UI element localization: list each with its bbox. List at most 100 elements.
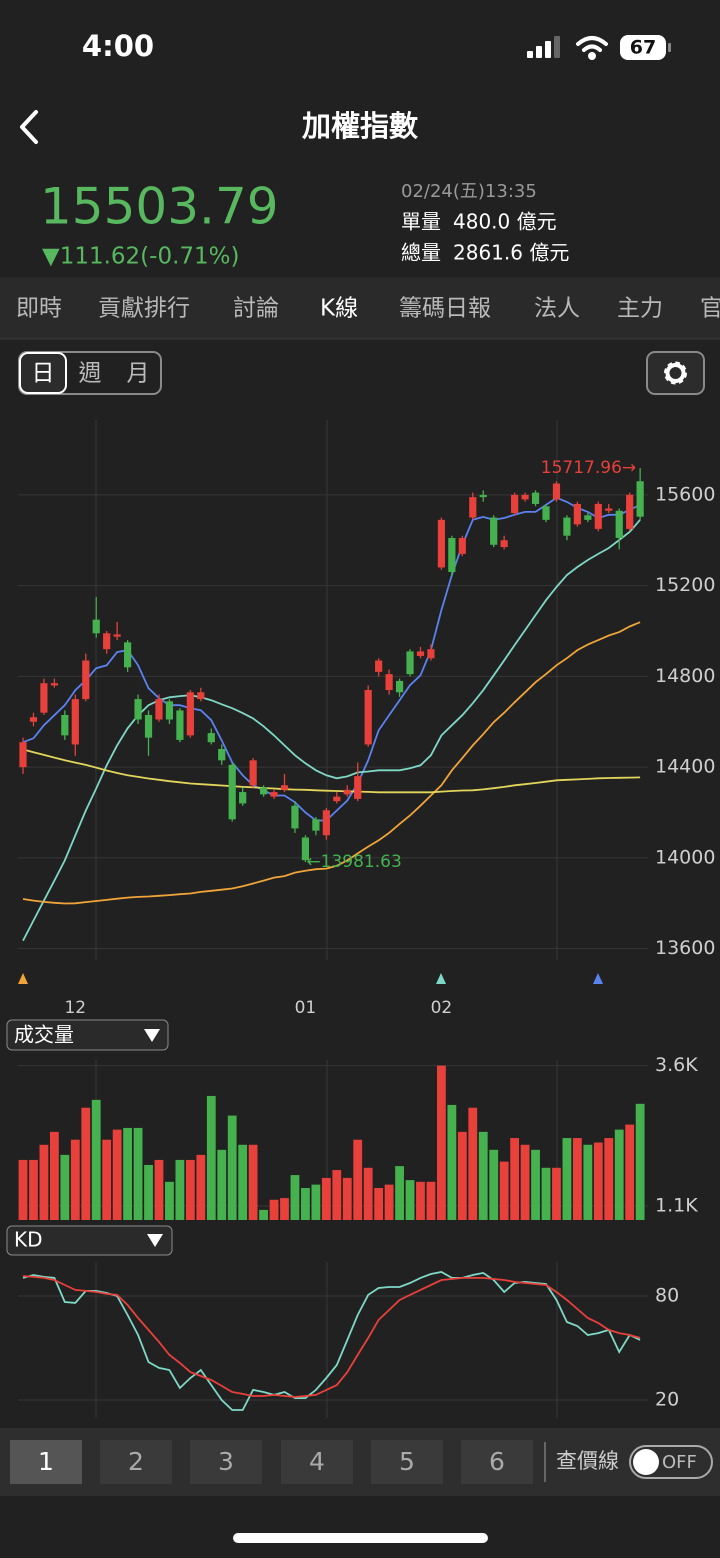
volume-bar [238,1144,248,1220]
y-tick-label: 1.1K [655,1194,698,1216]
volume-bar [478,1131,488,1220]
candle-body [458,537,466,554]
volume-bar [374,1188,384,1220]
volume-bar [405,1180,415,1220]
quote-datetime: 02/24(五)13:35 [401,181,537,202]
candle-body [218,748,226,761]
y-tick-label: 14800 [655,665,715,687]
tab[interactable]: 主力 [617,296,663,322]
candle-body [61,714,69,736]
candle-body [406,651,414,675]
volume-bar [572,1138,582,1220]
volume-dropdown[interactable] [6,1019,169,1051]
period-tab[interactable]: 月 [127,361,150,387]
battery-icon [620,35,666,60]
status-time: 4:00 [82,29,154,63]
volume-bar [217,1149,227,1220]
volume-bar [60,1154,70,1220]
volume-bar [552,1167,561,1220]
range-button[interactable] [461,1440,533,1484]
volume-bar [112,1129,122,1220]
range-button-label: 3 [218,1447,234,1476]
tab[interactable]: 籌碼日報 [399,296,491,322]
range-button[interactable] [190,1440,262,1484]
volume-bar [635,1103,645,1220]
volume-bar [541,1167,551,1220]
charts: 13600 14000 14400 14800 15200 15600 12 01 02 1571… [18,458,715,1411]
volume-bar [227,1115,237,1220]
y-tick-label: 3.6K [655,1054,698,1076]
candle-body [270,792,278,797]
price-line-toggle[interactable] [629,1445,713,1479]
volume-bar [593,1142,603,1220]
candle-body [40,683,48,713]
candle-body [333,796,341,802]
wifi-icon [576,36,608,60]
candle-body [165,701,174,720]
kd-dropdown[interactable] [6,1225,173,1256]
range-button-label: 4 [309,1447,325,1476]
tab[interactable]: 貢獻排行 [98,296,190,322]
total-volume-label: 總量 [401,241,441,265]
toggle-knob [633,1449,659,1475]
candle-body [416,651,425,656]
volume-bar [447,1104,457,1220]
volume-bar [625,1124,635,1220]
period-tab[interactable]: 日 [32,361,55,387]
volume-title: 成交量 [14,1023,74,1047]
total-volume: 2861.6 億元 [453,241,569,265]
candle-body [563,517,571,536]
volume-bar [457,1131,467,1220]
tab[interactable]: 討論 [233,296,279,322]
range-button-label: 5 [399,1447,415,1476]
y-tick-label: 20 [655,1388,679,1410]
volume-bar [416,1181,425,1220]
candle-body [197,692,205,700]
volume-bar [353,1139,363,1220]
candle-body [427,649,435,659]
y-tick-label: 15200 [655,574,715,596]
settings-button[interactable] [646,351,705,395]
volume-bar [49,1131,59,1220]
candle-body [615,510,623,538]
tab[interactable]: K線 [320,296,358,322]
period-tab[interactable]: 週 [79,361,102,387]
candle-body [228,764,236,820]
page-title: 加權指數 [302,109,418,143]
marker [593,973,603,984]
unit-volume-label: 單量 [401,210,441,234]
volume-bar [18,1159,28,1220]
moving-average-line [22,748,641,794]
volume-bar [123,1127,132,1220]
candle-body [354,776,362,799]
volume-bar [531,1149,540,1220]
range-button[interactable] [10,1440,82,1484]
candle-body [124,642,132,668]
kd-line [22,1271,641,1411]
settings-icon [664,361,687,385]
range-button[interactable] [281,1440,353,1484]
tab[interactable]: 即時 [16,296,62,322]
candle-body [259,787,268,795]
candle-body [626,494,634,529]
back-button[interactable] [20,110,38,144]
range-button[interactable] [371,1440,443,1484]
candle-body [113,634,121,637]
candle-body [605,508,613,511]
moving-average-line [22,519,641,942]
index-price: 15503.79 [40,178,279,236]
volume-bar [102,1139,112,1220]
candle-body [490,517,498,545]
vertical-grid [95,420,558,1418]
range-button[interactable] [100,1440,172,1484]
volume-bar [175,1159,185,1220]
volume-bar [301,1188,310,1220]
tab[interactable]: 官 [700,296,720,322]
tab[interactable]: 法人 [534,296,580,322]
candle-body [636,481,644,517]
candle-body [594,503,602,529]
candle-body [176,710,184,740]
volume-bar [248,1144,258,1220]
candle-body [437,519,445,568]
